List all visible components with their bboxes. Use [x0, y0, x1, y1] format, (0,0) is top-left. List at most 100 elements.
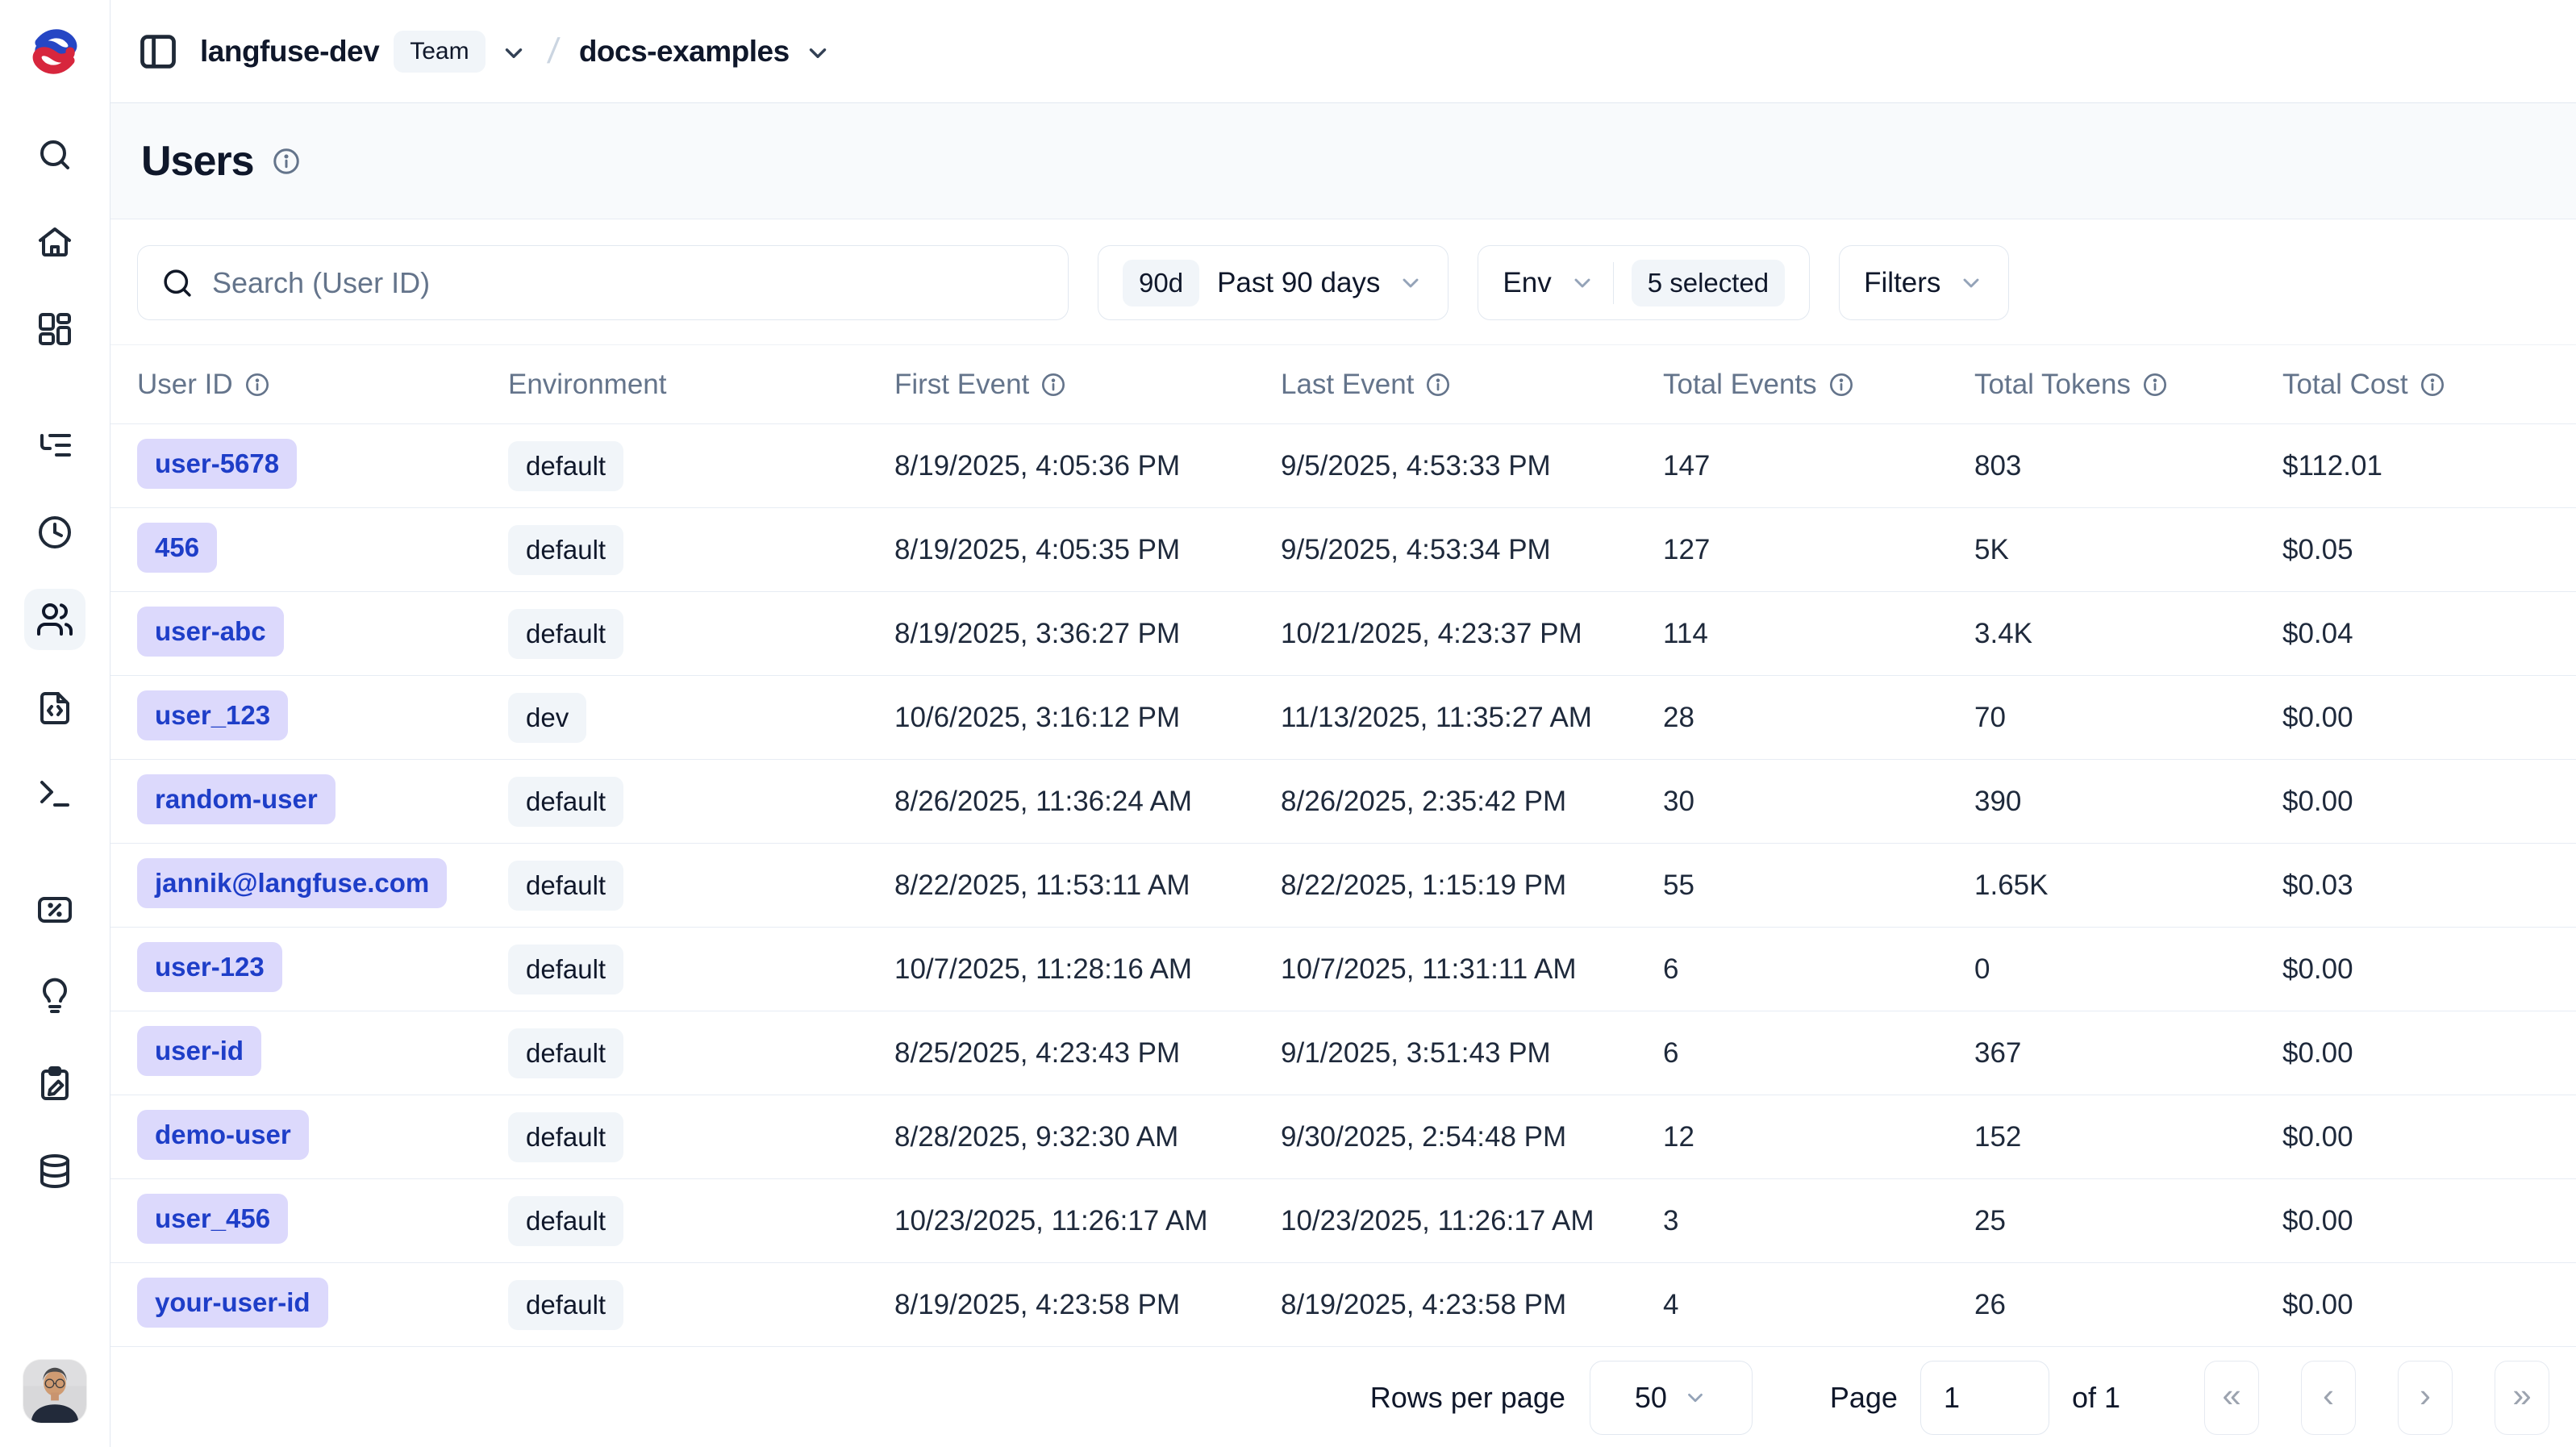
- first-event-cell: 10/7/2025, 11:28:16 AM: [894, 953, 1193, 985]
- evaluation-icon[interactable]: [24, 879, 85, 940]
- last-page-button[interactable]: »: [2495, 1361, 2549, 1435]
- column-label: Total Cost: [2282, 368, 2408, 400]
- table-row[interactable]: demo-user default 8/28/2025, 9:32:30 AM …: [110, 1095, 2576, 1179]
- sidebar: [0, 0, 110, 1447]
- table-row[interactable]: user-abc default 8/19/2025, 3:36:27 PM 1…: [110, 592, 2576, 676]
- page-title: Users: [141, 137, 255, 185]
- total-cost-info-icon[interactable]: [2420, 372, 2445, 398]
- column-header-last-event[interactable]: Last Event: [1281, 369, 1663, 401]
- column-header-total-cost[interactable]: Total Cost: [2282, 369, 2576, 401]
- user-id-badge[interactable]: random-user: [137, 774, 336, 824]
- filters-button[interactable]: Filters: [1839, 245, 2010, 320]
- environment-badge: default: [508, 608, 624, 659]
- env-filter-button[interactable]: Env 5 selected: [1478, 245, 1811, 320]
- column-label: Last Event: [1281, 368, 1415, 400]
- rows-per-page-select[interactable]: 50: [1589, 1361, 1753, 1435]
- last-event-info-icon[interactable]: [1425, 372, 1451, 398]
- last-event-cell: 11/13/2025, 11:35:27 AM: [1281, 701, 1592, 733]
- last-event-cell: 8/26/2025, 2:35:42 PM: [1281, 785, 1567, 817]
- annotation-icon[interactable]: [24, 1053, 85, 1115]
- user-id-badge[interactable]: demo-user: [137, 1110, 309, 1160]
- total-tokens-cell: 26: [1974, 1288, 2006, 1320]
- table-row[interactable]: 456 default 8/19/2025, 4:05:35 PM 9/5/20…: [110, 508, 2576, 592]
- total-tokens-info-icon[interactable]: [2142, 372, 2168, 398]
- table-row[interactable]: user-id default 8/25/2025, 4:23:43 PM 9/…: [110, 1011, 2576, 1095]
- user-id-badge[interactable]: user-id: [137, 1026, 262, 1076]
- total-cost-cell: $0.00: [2282, 785, 2353, 817]
- page-title-info-icon[interactable]: [272, 147, 301, 176]
- total-events-cell: 6: [1663, 1036, 1679, 1069]
- tracing-icon[interactable]: [24, 415, 85, 476]
- main-content: Users 90d Past 90 days Env 5 selected: [110, 103, 2576, 1447]
- first-event-cell: 8/19/2025, 4:05:36 PM: [894, 449, 1181, 482]
- table-row[interactable]: user_456 default 10/23/2025, 11:26:17 AM…: [110, 1179, 2576, 1263]
- project-chevron-down-icon[interactable]: [804, 36, 832, 67]
- langfuse-logo[interactable]: [0, 0, 110, 103]
- last-event-cell: 9/5/2025, 4:53:33 PM: [1281, 449, 1551, 482]
- total-cost-cell: $0.00: [2282, 953, 2353, 985]
- prompts-icon[interactable]: [24, 676, 85, 737]
- column-header-total-events[interactable]: Total Events: [1663, 369, 1974, 401]
- total-events-info-icon[interactable]: [1828, 372, 1854, 398]
- user-id-badge[interactable]: jannik@langfuse.com: [137, 858, 448, 908]
- search-box[interactable]: [137, 245, 1069, 320]
- rows-per-page-label: Rows per page: [1369, 1381, 1565, 1414]
- last-event-cell: 8/19/2025, 4:23:58 PM: [1281, 1288, 1567, 1320]
- title-bar: Users: [110, 103, 2576, 219]
- user-id-badge[interactable]: user-5678: [137, 439, 298, 489]
- first-event-cell: 8/19/2025, 4:23:58 PM: [894, 1288, 1181, 1320]
- home-icon[interactable]: [24, 211, 85, 273]
- user-id-badge[interactable]: user_456: [137, 1194, 289, 1244]
- last-event-cell: 10/21/2025, 4:23:37 PM: [1281, 617, 1582, 649]
- user-id-badge[interactable]: user_123: [137, 690, 289, 740]
- column-header-environment[interactable]: Environment: [508, 369, 894, 401]
- table-row[interactable]: random-user default 8/26/2025, 11:36:24 …: [110, 760, 2576, 844]
- datasets-icon[interactable]: [24, 1141, 85, 1202]
- first-event-cell: 10/23/2025, 11:26:17 AM: [894, 1204, 1208, 1236]
- breadcrumb-org[interactable]: langfuse-dev: [200, 34, 380, 68]
- first-event-info-icon[interactable]: [1040, 372, 1066, 398]
- environment-badge: default: [508, 1195, 624, 1246]
- user-id-badge[interactable]: your-user-id: [137, 1278, 328, 1328]
- total-cost-cell: $0.05: [2282, 533, 2353, 565]
- filters-chevron-down-icon: [1958, 270, 1984, 296]
- date-range-button[interactable]: 90d Past 90 days: [1098, 245, 1449, 320]
- table-row[interactable]: jannik@langfuse.com default 8/22/2025, 1…: [110, 844, 2576, 928]
- environment-badge: default: [508, 1111, 624, 1162]
- last-event-cell: 9/5/2025, 4:53:34 PM: [1281, 533, 1551, 565]
- page-label: Page: [1829, 1381, 1898, 1414]
- user-id-badge[interactable]: user-abc: [137, 607, 284, 657]
- search-input[interactable]: [212, 265, 1045, 300]
- users-icon[interactable]: [24, 589, 85, 650]
- environment-badge: default: [508, 944, 624, 995]
- total-tokens-cell: 25: [1974, 1204, 2006, 1236]
- insights-icon[interactable]: [24, 966, 85, 1028]
- dashboards-icon[interactable]: [24, 298, 85, 360]
- user-id-info-icon[interactable]: [244, 372, 270, 398]
- environment-badge: default: [508, 1279, 624, 1330]
- sidebar-toggle-icon[interactable]: [137, 31, 179, 73]
- user-avatar[interactable]: [23, 1360, 86, 1423]
- search-icon[interactable]: [24, 124, 85, 186]
- user-id-badge[interactable]: 456: [137, 523, 218, 573]
- playground-icon[interactable]: [24, 763, 85, 824]
- sessions-icon[interactable]: [24, 502, 85, 563]
- table-row[interactable]: user_123 dev 10/6/2025, 3:16:12 PM 11/13…: [110, 676, 2576, 760]
- breadcrumb-project[interactable]: docs-examples: [578, 34, 790, 68]
- org-chevron-down-icon[interactable]: [500, 36, 527, 67]
- column-header-user-id[interactable]: User ID: [137, 369, 508, 401]
- first-page-button[interactable]: «: [2204, 1361, 2259, 1435]
- breadcrumb-separator: /: [545, 31, 561, 71]
- total-tokens-cell: 152: [1974, 1120, 2022, 1153]
- table-row[interactable]: user-5678 default 8/19/2025, 4:05:36 PM …: [110, 424, 2576, 508]
- next-page-button[interactable]: ›: [2398, 1361, 2453, 1435]
- user-id-badge[interactable]: user-123: [137, 942, 282, 992]
- page-number-input[interactable]: [1919, 1361, 2049, 1435]
- column-header-total-tokens[interactable]: Total Tokens: [1974, 369, 2282, 401]
- table-row[interactable]: your-user-id default 8/19/2025, 4:23:58 …: [110, 1263, 2576, 1347]
- table-row[interactable]: user-123 default 10/7/2025, 11:28:16 AM …: [110, 928, 2576, 1011]
- column-header-first-event[interactable]: First Event: [894, 369, 1281, 401]
- last-event-cell: 9/1/2025, 3:51:43 PM: [1281, 1036, 1551, 1069]
- first-event-cell: 8/26/2025, 11:36:24 AM: [894, 785, 1193, 817]
- previous-page-button[interactable]: ‹: [2301, 1361, 2356, 1435]
